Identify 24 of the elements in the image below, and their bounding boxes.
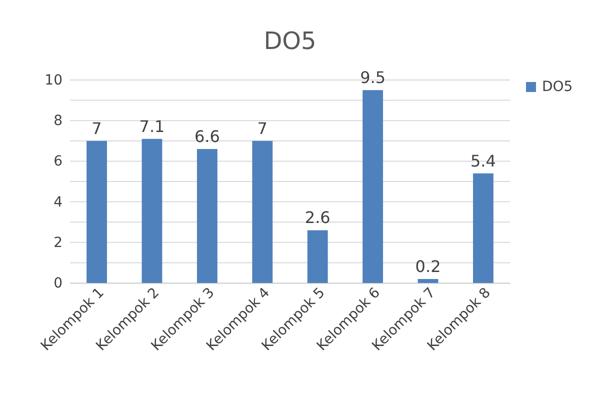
data-label: 0.2: [415, 256, 441, 276]
chart-title: DO5: [264, 27, 316, 56]
legend-label: DO5: [542, 79, 573, 95]
bar: [362, 90, 384, 283]
data-label: 7: [257, 118, 268, 138]
y-tick-label: 0: [54, 276, 62, 292]
data-label: 7.1: [139, 116, 165, 136]
bar: [142, 138, 162, 283]
bar: [196, 149, 218, 283]
data-label: 5.4: [470, 151, 496, 170]
y-tick-label: 8: [54, 113, 62, 130]
data-label: 9.5: [360, 68, 386, 88]
bar: [252, 140, 273, 283]
data-label: 2.6: [304, 208, 330, 228]
y-tick-label: 10: [44, 72, 62, 88]
data-label: 7: [92, 118, 102, 138]
bar: [307, 230, 328, 283]
y-tick-label: 2: [54, 234, 62, 251]
data-label: 6.6: [194, 127, 220, 146]
y-tick-label: 4: [54, 194, 63, 210]
y-tick-label: 6: [54, 154, 63, 170]
bar: [473, 173, 494, 283]
bar: [418, 278, 438, 283]
bar: [86, 140, 107, 283]
